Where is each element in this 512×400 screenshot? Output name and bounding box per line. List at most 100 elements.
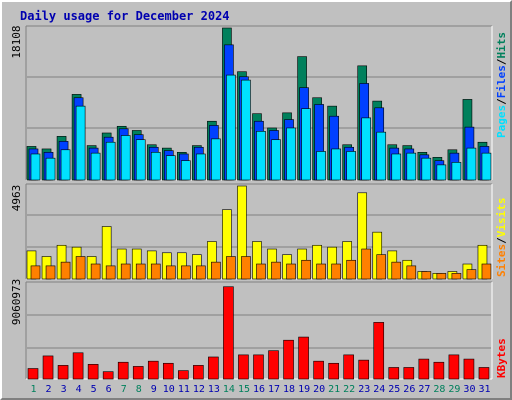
sites-bar: [391, 261, 402, 280]
legend-visits-sites: Sites/Visits: [495, 198, 508, 278]
pages-bar: [346, 151, 356, 181]
x-axis-day-label: 3: [61, 384, 67, 395]
sites-bar: [436, 273, 447, 280]
x-axis-day-label: 24: [373, 384, 385, 395]
pages-bar: [421, 157, 432, 181]
sites-bar: [451, 273, 462, 280]
sites-bar: [346, 259, 356, 280]
x-axis-day-label: 5: [91, 384, 97, 395]
legend-entry: Pages: [495, 105, 508, 138]
sites-bar: [120, 263, 131, 280]
sites-bar: [211, 261, 221, 280]
kbytes-bar: [72, 352, 84, 380]
kbytes-bar: [178, 370, 189, 380]
sites-bar: [241, 256, 251, 280]
legend-entry: /: [495, 237, 508, 244]
pages-bar: [90, 152, 101, 181]
kbytes-bar: [388, 367, 400, 380]
kbytes-bar: [87, 364, 99, 380]
x-axis-day-label: 2: [46, 384, 52, 395]
kbytes-bar: [223, 286, 234, 380]
pages-bar: [135, 139, 146, 181]
sites-bar: [165, 265, 176, 280]
legend-entry: KBytes: [495, 338, 508, 378]
kbytes-bar: [147, 360, 159, 380]
x-axis-day-label: 11: [178, 384, 190, 395]
kbytes-bar: [193, 365, 204, 380]
kbytes-bar: [478, 367, 490, 380]
x-axis-day-label: 6: [106, 384, 112, 395]
kbytes-bar: [27, 368, 39, 380]
kbytes-bar: [117, 361, 129, 380]
pages-bar: [75, 105, 86, 181]
sites-bar: [75, 256, 86, 280]
sites-bar: [30, 265, 41, 280]
x-axis-day-label: 19: [298, 384, 310, 395]
x-axis-day-label: 28: [433, 384, 445, 395]
y-axis-max-label: 4963: [10, 185, 23, 212]
x-axis-day-label: 26: [403, 384, 415, 395]
sites-bar: [60, 261, 71, 280]
pages-bar: [301, 108, 311, 181]
kbytes-bar: [208, 356, 219, 380]
sites-bar: [316, 263, 326, 280]
pages-bar: [181, 160, 191, 181]
pages-bar: [226, 74, 236, 181]
legend-hits-files-pages: Pages/Files/Hits: [495, 32, 508, 138]
kbytes-bar: [463, 358, 475, 380]
sites-bar: [45, 265, 56, 280]
x-axis-day-label: 20: [313, 384, 325, 395]
sites-bar: [466, 269, 477, 280]
pages-bar: [196, 153, 206, 181]
legend-entry: Files: [495, 65, 508, 98]
pages-bar: [165, 155, 176, 181]
kbytes-bar: [418, 358, 430, 380]
x-axis-day-label: 15: [238, 384, 250, 395]
legend-kbytes: KBytes: [495, 338, 508, 378]
kbytes-bar: [283, 339, 294, 380]
pages-bar: [451, 162, 462, 181]
sites-bar: [181, 265, 191, 280]
kbytes-bar: [268, 350, 279, 380]
pages-bar: [331, 148, 341, 181]
pages-bar: [271, 139, 281, 181]
kbytes-bar: [298, 336, 309, 380]
sites-bar: [150, 263, 161, 280]
sites-bar: [406, 265, 417, 280]
x-axis-day-label: 17: [268, 384, 280, 395]
sites-bar: [361, 248, 372, 280]
kbytes-bar: [162, 362, 174, 380]
sites-bar: [481, 263, 492, 280]
kbytes-bar: [313, 360, 324, 380]
kbytes-bar: [343, 354, 354, 380]
y-axis-max-label: 18108: [10, 25, 23, 58]
kbytes-bar: [373, 322, 385, 380]
x-axis-day-label: 8: [136, 384, 142, 395]
x-axis-day-label: 25: [388, 384, 400, 395]
x-axis-day-label: 13: [208, 384, 220, 395]
x-axis-day-label: 10: [163, 384, 175, 395]
x-axis-day-label: 27: [418, 384, 430, 395]
kbytes-bar: [102, 371, 114, 380]
pages-bar: [406, 152, 417, 181]
x-axis-day-label: 21: [328, 384, 340, 395]
kbytes-bar: [358, 359, 370, 380]
kbytes-bar: [403, 367, 415, 380]
pages-bar: [391, 153, 402, 181]
x-axis-day-label: 14: [223, 384, 235, 395]
sites-bar: [256, 263, 266, 280]
x-axis-day-label: 12: [193, 384, 205, 395]
pages-bar: [241, 79, 251, 181]
pages-bar: [30, 153, 41, 181]
pages-bar: [150, 151, 161, 181]
kbytes-bar: [433, 361, 445, 380]
sites-bar: [196, 265, 206, 280]
x-axis-day-label: 23: [358, 384, 370, 395]
sites-bar: [301, 259, 311, 280]
kbytes-bar: [238, 354, 249, 380]
sites-bar: [105, 265, 116, 280]
x-axis-day-label: 16: [253, 384, 265, 395]
pages-bar: [466, 147, 477, 181]
y-axis-max-label: 9060973: [10, 279, 23, 325]
